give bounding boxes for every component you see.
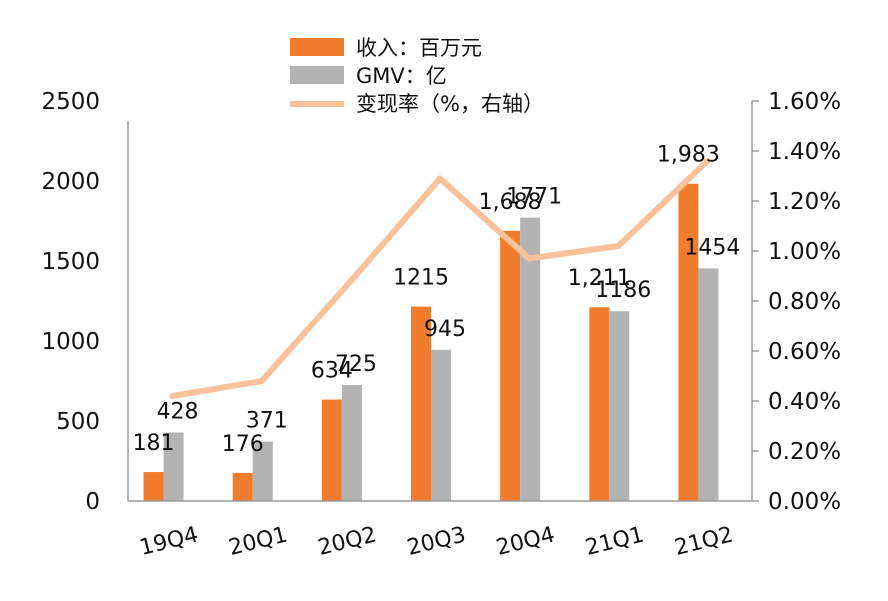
gmv-data-label: 1186 [595, 278, 651, 303]
bar-gmv [698, 268, 719, 501]
right-tick-label: 1.60% [768, 89, 841, 115]
legend-swatch-revenue [290, 38, 344, 56]
bar-gmv [431, 349, 451, 501]
right-tick-label: 1.40% [768, 139, 841, 165]
right-tick-label: 1.20% [768, 189, 841, 215]
right-tick-label: 0.20% [768, 439, 841, 465]
bar-gmv [163, 432, 184, 501]
right-axis: 0.00% 0.20% 0.40% 0.60% 0.80% 1.00% 1.20% 1.40%… [751, 89, 841, 515]
revenue-data-label: 1,688 [479, 190, 542, 215]
right-tick-label: 1.00% [768, 239, 841, 265]
left-tick-label: 500 [56, 409, 100, 435]
category-label: 21Q2 [672, 522, 736, 561]
gmv-data-label: 945 [424, 317, 466, 342]
right-tick-label: 0.00% [768, 489, 841, 515]
gmv-data-label: 428 [157, 400, 199, 425]
bar-gmv [609, 311, 630, 501]
gmv-data-label: 1771 [506, 185, 562, 210]
gmv-data-label: 1454 [684, 235, 740, 260]
left-tick-label: 2000 [41, 169, 100, 195]
category-label: 20Q4 [494, 522, 558, 561]
left-axis: 0 500 1000 1500 2000 2500 [41, 89, 129, 515]
left-tick-label: 1000 [41, 329, 100, 355]
category-label: 20Q2 [315, 522, 379, 561]
revenue-data-label: 634 [311, 359, 353, 384]
legend-label-rate: 变现率（%，右轴） [356, 92, 544, 116]
revenue-data-label: 1,211 [568, 266, 631, 291]
revenue-data-label: 1,983 [657, 143, 720, 168]
bar-revenue [500, 230, 521, 502]
left-tick-label: 2500 [41, 89, 100, 115]
bar-gmv [252, 441, 273, 501]
bar-revenue [678, 183, 699, 501]
bar-gmv [341, 385, 362, 501]
left-tick-label: 0 [85, 489, 100, 515]
right-tick-label: 0.80% [768, 289, 841, 315]
bar-revenue [143, 472, 164, 501]
bars [143, 183, 719, 502]
gmv-data-label: 371 [246, 409, 288, 434]
gmv-data-label: 725 [335, 352, 377, 377]
revenue-data-label: 1215 [393, 266, 449, 291]
revenue-data-label: 176 [222, 432, 264, 457]
legend-label-revenue: 收入：百万元 [356, 36, 482, 60]
category-label: 19Q4 [137, 522, 201, 561]
bar-labels: 18142817637163472512159451,68817711,2111… [133, 143, 741, 457]
bar-revenue [232, 472, 253, 501]
bar-gmv [520, 217, 541, 501]
legend-label-gmv: GMV：亿 [356, 64, 447, 88]
left-tick-label: 1500 [41, 249, 100, 275]
category-label: 20Q1 [226, 522, 290, 561]
right-tick-label: 0.40% [768, 389, 841, 415]
right-tick-label: 0.60% [768, 339, 841, 365]
bar-revenue [321, 399, 342, 501]
revenue-data-label: 181 [133, 431, 175, 456]
line-layer [169, 158, 711, 399]
bar-revenue [411, 306, 431, 501]
category-label: 20Q3 [405, 522, 469, 561]
legend-swatch-gmv [290, 66, 344, 84]
bar-revenue [589, 307, 610, 501]
x-axis: 19Q4 20Q1 20Q2 20Q3 20Q4 21Q1 21Q2 [128, 500, 752, 561]
category-label: 21Q1 [583, 522, 647, 561]
